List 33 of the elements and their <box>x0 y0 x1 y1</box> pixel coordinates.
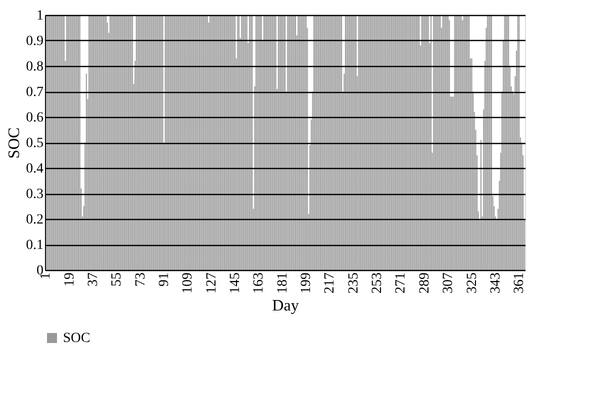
legend-label: SOC <box>63 331 90 346</box>
x-tick-label: 235 <box>346 272 362 294</box>
x-tick-label: 91 <box>156 272 172 286</box>
x-tick-label: 253 <box>370 272 386 294</box>
y-tick-label: 0.2 <box>26 212 44 228</box>
x-tick-label: 289 <box>417 272 432 294</box>
x-tick-label: 271 <box>394 272 409 294</box>
y-tick-label: 0.5 <box>26 136 44 151</box>
y-tick-label: 1 <box>36 8 44 24</box>
x-tick-label: 343 <box>488 272 504 294</box>
y-tick-label: 0.1 <box>26 238 44 253</box>
x-tick-label: 55 <box>110 272 125 286</box>
x-tick-label: 37 <box>86 272 101 286</box>
y-tick-label: 0.4 <box>26 162 44 176</box>
y-tick-label: 0.7 <box>26 85 44 100</box>
x-tick-label: 325 <box>464 272 480 294</box>
x-tick-label: 163 <box>252 272 267 294</box>
x-tick-label: 109 <box>180 272 196 294</box>
x-tick-label: 73 <box>133 272 148 286</box>
y-axis-title: SOC <box>6 127 23 159</box>
y-tick-label: 0.9 <box>26 34 44 49</box>
y-tick-label: 0.8 <box>26 60 44 74</box>
x-tick-label: 181 <box>275 272 290 294</box>
x-tick-label: 361 <box>512 272 528 294</box>
y-tick-label: 0.6 <box>26 110 44 126</box>
x-tick-label: 145 <box>228 272 244 294</box>
x-tick-label: 307 <box>441 272 456 294</box>
y-tick-label: 0.3 <box>26 187 44 202</box>
x-tick-label: 199 <box>299 272 314 294</box>
x-tick-label: 127 <box>204 272 220 294</box>
x-tick-label: 19 <box>62 272 78 286</box>
x-tick-label: 217 <box>322 272 338 294</box>
x-axis-title: Day <box>272 298 299 314</box>
